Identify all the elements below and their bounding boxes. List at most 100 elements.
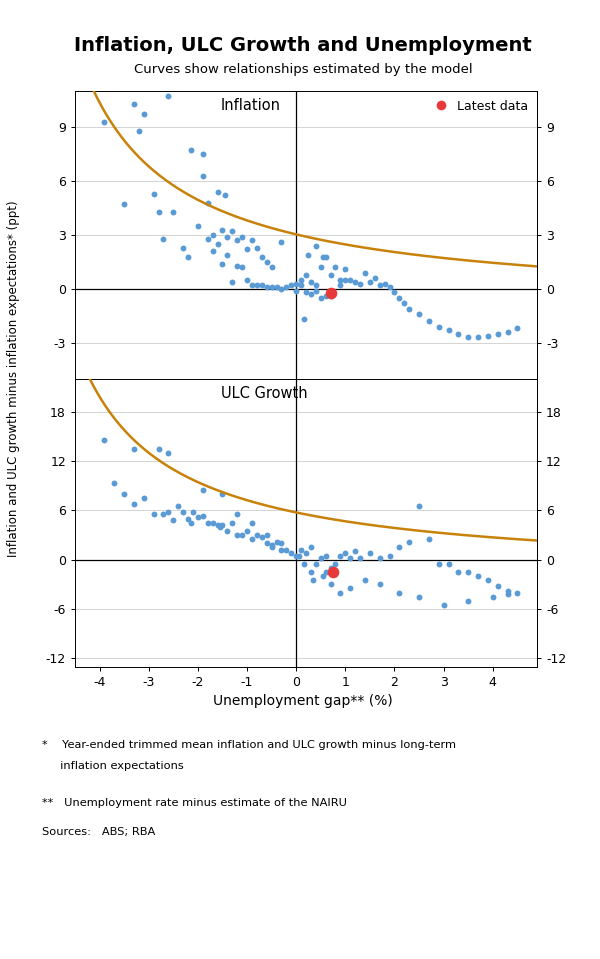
Point (308, 573, 318, 588)
Point (385, 279, 394, 294)
Point (252, 527, 262, 543)
Point (463, 330, 473, 345)
Text: inflation expectations: inflation expectations (42, 761, 184, 771)
Point (215, 519, 225, 534)
Point (321, 248, 331, 264)
Point (296, 542, 306, 557)
Point (444, 322, 454, 338)
Point (335, 272, 345, 288)
Point (262, 535, 271, 550)
Point (454, 326, 463, 341)
Point (299, 556, 308, 572)
Point (129, 441, 139, 456)
Point (164, 445, 173, 460)
Point (129, 496, 139, 511)
Point (306, 274, 316, 290)
Point (444, 556, 454, 572)
Point (380, 276, 389, 292)
Point (257, 248, 266, 264)
Point (178, 240, 188, 255)
Point (331, 556, 340, 572)
Text: Unemployment gap** (%): Unemployment gap** (%) (213, 694, 393, 709)
Point (186, 143, 196, 158)
Point (360, 265, 370, 280)
Point (198, 168, 208, 183)
Point (154, 204, 163, 220)
Point (134, 123, 143, 138)
Point (281, 542, 291, 557)
Point (326, 576, 335, 592)
Point (311, 238, 320, 253)
Point (198, 482, 208, 498)
Point (119, 197, 129, 212)
Point (110, 476, 119, 491)
Point (306, 564, 316, 579)
Point (198, 508, 208, 524)
Point (341, 546, 350, 561)
Point (267, 540, 277, 555)
Point (242, 242, 252, 257)
Point (193, 509, 203, 525)
Point (247, 278, 257, 293)
Point (208, 244, 217, 259)
Point (223, 524, 232, 539)
Point (242, 524, 252, 539)
Point (341, 262, 350, 277)
Point (301, 285, 311, 300)
Point (404, 534, 414, 550)
Point (326, 286, 335, 301)
Point (139, 106, 149, 122)
Point (301, 546, 311, 561)
Point (341, 272, 350, 288)
Point (365, 274, 374, 290)
Point (395, 540, 404, 555)
Point (292, 548, 301, 563)
Point (203, 195, 212, 210)
Point (365, 546, 374, 561)
Point (434, 556, 443, 572)
Point (395, 585, 404, 600)
Point (277, 542, 286, 557)
Text: **   Unemployment rate minus estimate of the NAIRU: ** Unemployment rate minus estimate of t… (42, 798, 347, 807)
Point (257, 529, 266, 545)
Point (512, 585, 522, 600)
Point (311, 556, 320, 572)
Point (119, 486, 129, 502)
Point (473, 330, 483, 345)
Point (299, 312, 308, 327)
Point (193, 219, 203, 234)
Point (129, 96, 139, 111)
Point (326, 267, 335, 282)
Point (149, 506, 158, 522)
Point (319, 248, 328, 264)
Point (304, 247, 313, 263)
Point (227, 274, 237, 290)
Point (252, 278, 262, 293)
Point (220, 188, 230, 203)
Point (277, 535, 286, 550)
Point (395, 291, 404, 306)
Point (154, 441, 163, 456)
Point (346, 272, 355, 288)
Point (272, 279, 281, 294)
Point (286, 278, 296, 293)
Point (213, 236, 223, 251)
Point (463, 564, 473, 579)
Point (247, 515, 257, 530)
Point (346, 581, 355, 596)
Point (488, 589, 497, 604)
Point (218, 518, 227, 533)
Point (169, 204, 178, 220)
Point (301, 267, 311, 282)
Point (149, 186, 158, 201)
Point (169, 512, 178, 527)
Point (281, 279, 291, 294)
Point (247, 233, 257, 248)
Point (414, 499, 424, 514)
Point (188, 504, 198, 520)
Point (223, 229, 232, 245)
Point (326, 560, 335, 575)
Point (292, 276, 301, 292)
Point (335, 548, 345, 563)
Legend: Latest data: Latest data (426, 98, 531, 115)
